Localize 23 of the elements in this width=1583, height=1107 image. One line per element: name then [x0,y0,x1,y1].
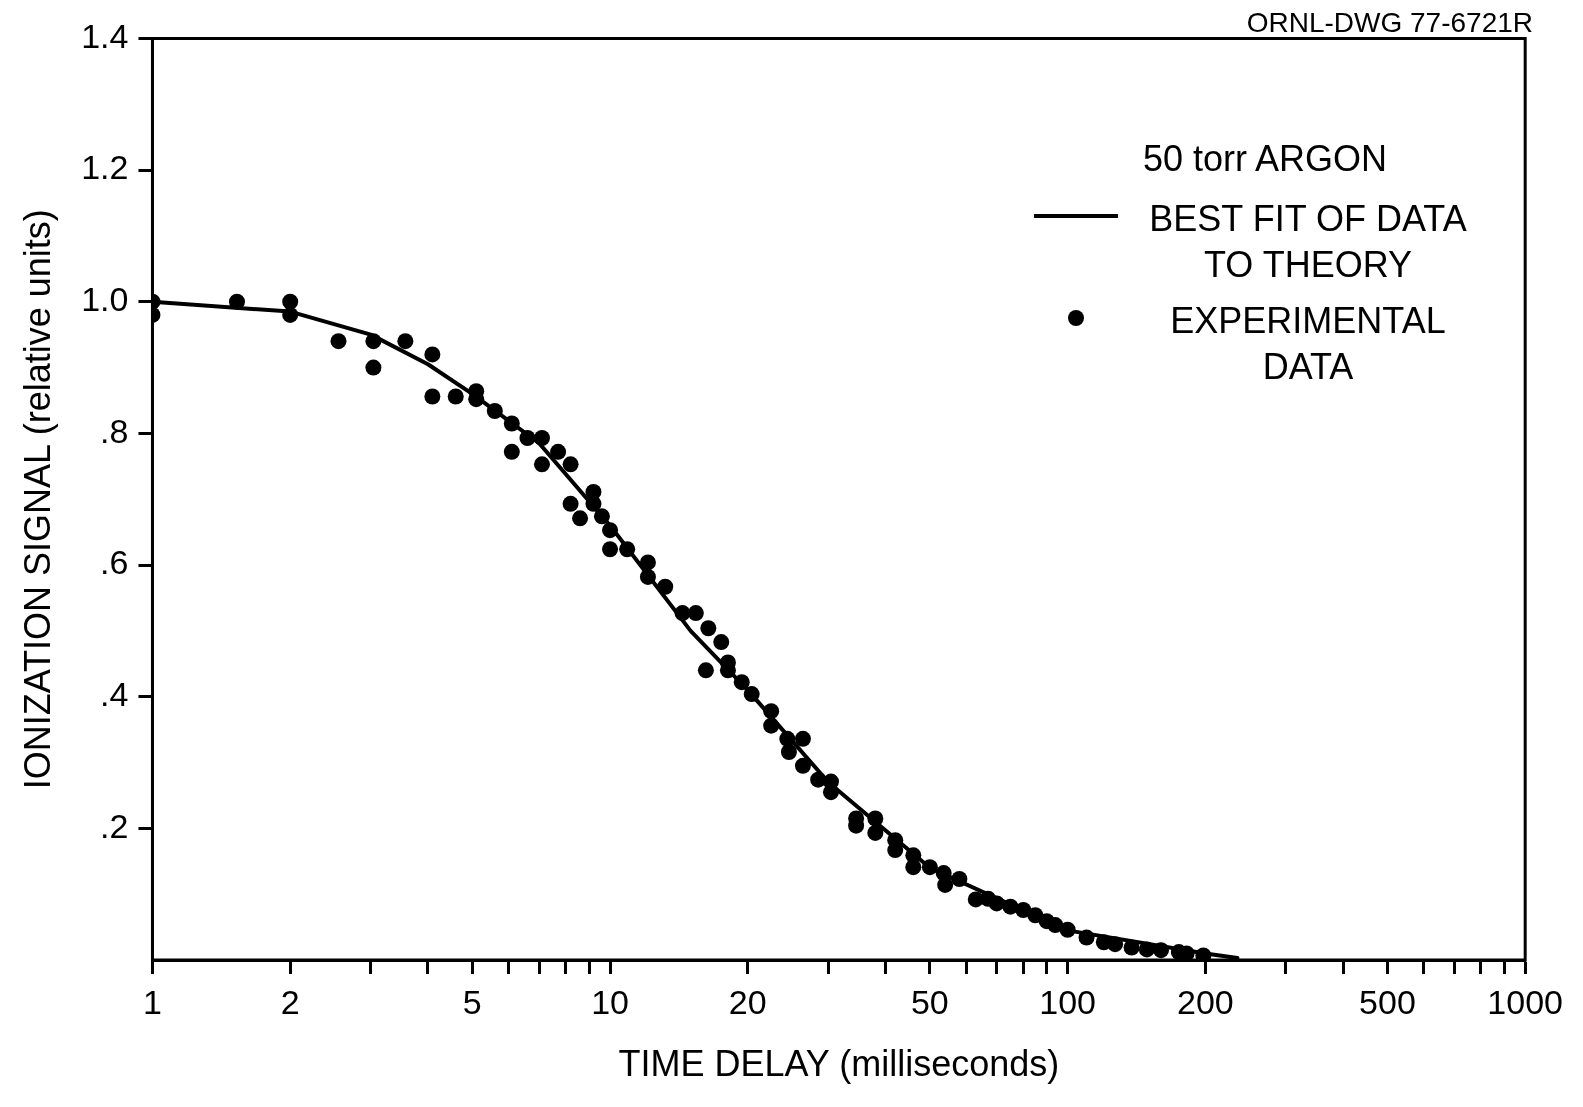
y-tick-label: .2 [100,806,129,845]
x-tick-label: 1 [143,982,162,1021]
x-tick-label: 20 [728,982,767,1021]
y-tick-label: .4 [100,675,129,714]
x-tick-label: 100 [1039,982,1096,1021]
y-axis-title: IONIZATION SIGNAL (relative units) [16,209,58,790]
y-tick-label: .8 [100,411,129,450]
x-tick-label: 500 [1359,982,1416,1021]
legend-label: BEST FIT OF DATA TO THEORY [1148,197,1468,287]
x-tick-label: 50 [910,982,949,1021]
x-tick-label: 1000 [1487,982,1563,1021]
x-tick-label: 200 [1176,982,1234,1021]
x-axis-title: TIME DELAY (milliseconds) [618,1043,1060,1085]
x-tick-label: 5 [462,982,482,1021]
text: ORNL-DWG 77-6721R [1246,7,1533,38]
x-tick-label: 10 [591,982,629,1021]
x-tick-label: 2 [280,982,300,1021]
legend-label: EXPERIMENTAL DATA [1169,299,1447,389]
legend-title: 50 torr ARGON [1143,138,1389,180]
y-tick-label: 1.0 [81,280,129,319]
y-tick-label: 1.2 [81,148,129,187]
y-tick-label: .6 [100,543,129,582]
y-tick-label: 1.4 [81,16,129,55]
